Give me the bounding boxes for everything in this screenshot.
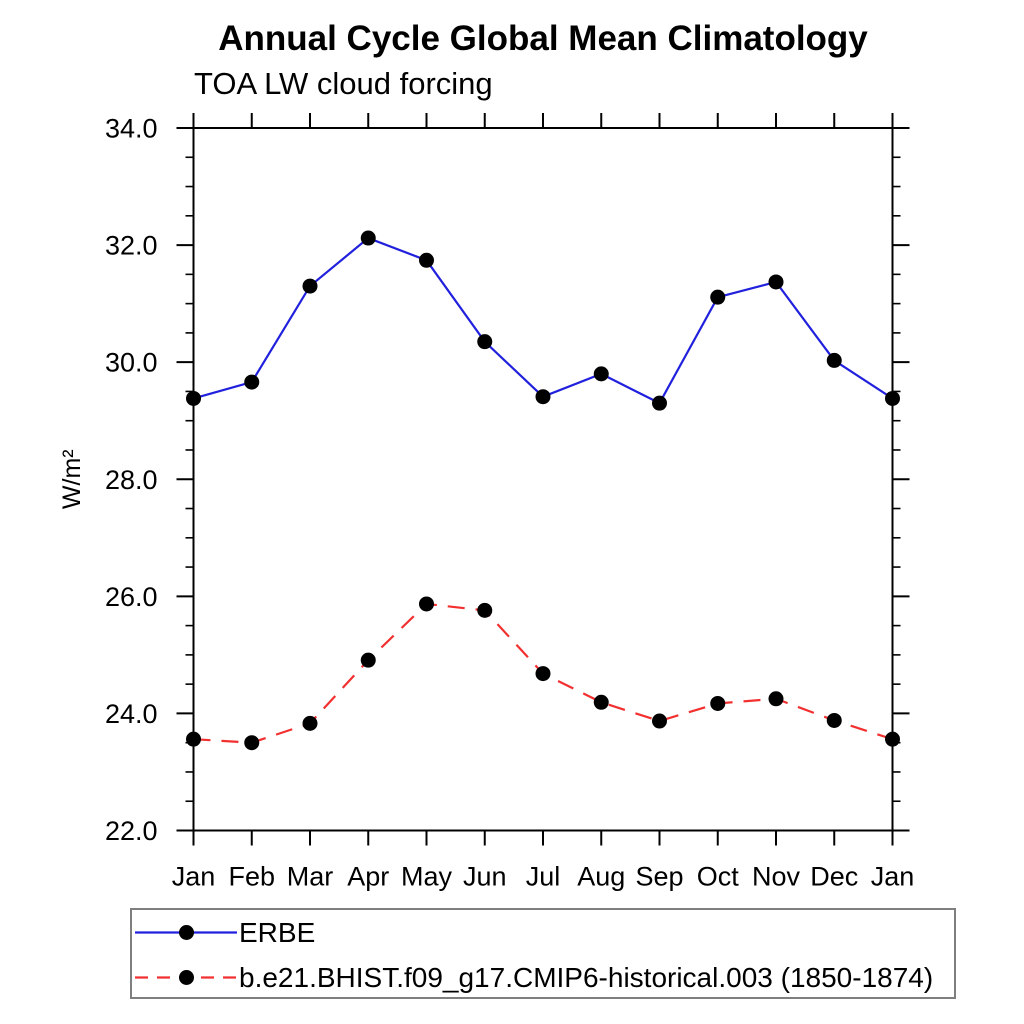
- erbe-data-point-marker: [826, 352, 842, 368]
- erbe-data-point-marker: [244, 374, 260, 390]
- x-axis-tick-label: Nov: [752, 862, 801, 892]
- erbe-data-point-marker: [652, 395, 667, 411]
- erbe-data-point-marker: [360, 230, 376, 246]
- x-axis-tick-label: Feb: [228, 862, 275, 892]
- legend-line-sample-dashed: [135, 969, 237, 986]
- chart-title: Annual Cycle Global Mean Climatology: [218, 19, 868, 58]
- model-data-point-marker: [652, 713, 667, 729]
- y-axis-label: W/m²: [58, 449, 86, 509]
- x-axis-tick-label: Jun: [463, 862, 507, 892]
- model-data-point-marker: [360, 652, 376, 668]
- x-axis-tick-label: Mar: [287, 862, 334, 892]
- y-axis-tick-label: 32.0: [105, 231, 158, 261]
- model-data-point-marker: [885, 731, 900, 747]
- y-axis-tick-label: 24.0: [105, 699, 158, 729]
- legend-line-sample-solid: [135, 924, 237, 941]
- erbe-data-point-marker: [186, 390, 201, 406]
- erbe-data-point-marker: [710, 289, 726, 305]
- erbe-line: [193, 236, 894, 405]
- legend-marker-dot: [179, 970, 194, 985]
- legend-marker-dot: [179, 925, 194, 940]
- x-axis-tick-label: Sep: [635, 862, 683, 892]
- y-axis-tick-label: 34.0: [105, 114, 158, 144]
- model-data-point-marker: [710, 695, 726, 711]
- y-axis-tick-label: 26.0: [105, 582, 158, 612]
- legend-item-model: b.e21.BHIST.f09_g17.CMIP6-historical.003…: [132, 955, 954, 1000]
- y-axis-tick-label: 28.0: [105, 465, 158, 495]
- erbe-data-point-marker: [302, 278, 318, 294]
- model-data-point-marker: [419, 596, 434, 612]
- x-axis-tick-label: Jan: [871, 862, 915, 892]
- model-data-point-marker: [244, 735, 260, 751]
- model-data-point-marker: [768, 691, 784, 707]
- x-axis-tick-label: Oct: [697, 862, 740, 892]
- erbe-data-point-marker: [593, 366, 609, 382]
- model-data-point-marker: [535, 666, 551, 682]
- x-axis-tick-label: Jan: [172, 862, 216, 892]
- x-axis-tick-label: Apr: [347, 862, 389, 892]
- x-axis-tick-label: Aug: [577, 862, 625, 892]
- model-data-point-marker: [186, 731, 201, 747]
- legend-item-erbe: ERBE: [132, 910, 954, 955]
- plot-frame: [192, 127, 894, 832]
- model-data-point-marker: [826, 712, 842, 728]
- model-data-point-marker: [302, 715, 318, 731]
- chart-subtitle: TOA LW cloud forcing: [194, 66, 493, 101]
- erbe-data-point-marker: [768, 274, 784, 290]
- model-data-point-marker: [593, 694, 609, 710]
- y-axis-tick-label: 22.0: [105, 816, 158, 846]
- erbe-data-point-marker: [535, 389, 551, 405]
- y-axis-tick-label: 30.0: [105, 348, 158, 378]
- legend-label-model: b.e21.BHIST.f09_g17.CMIP6-historical.003…: [239, 961, 934, 993]
- x-axis-tick-label: Jul: [526, 862, 561, 892]
- model-data-point-marker: [477, 602, 493, 618]
- legend: ERBE b.e21.BHIST.f09_g17.CMIP6-historica…: [130, 908, 956, 999]
- erbe-data-point-marker: [885, 390, 900, 406]
- x-axis-tick-label: Dec: [810, 862, 858, 892]
- erbe-data-point-marker: [419, 252, 434, 268]
- erbe-data-point-marker: [477, 334, 493, 350]
- x-axis-tick-label: May: [401, 862, 453, 892]
- legend-label-erbe: ERBE: [239, 916, 316, 948]
